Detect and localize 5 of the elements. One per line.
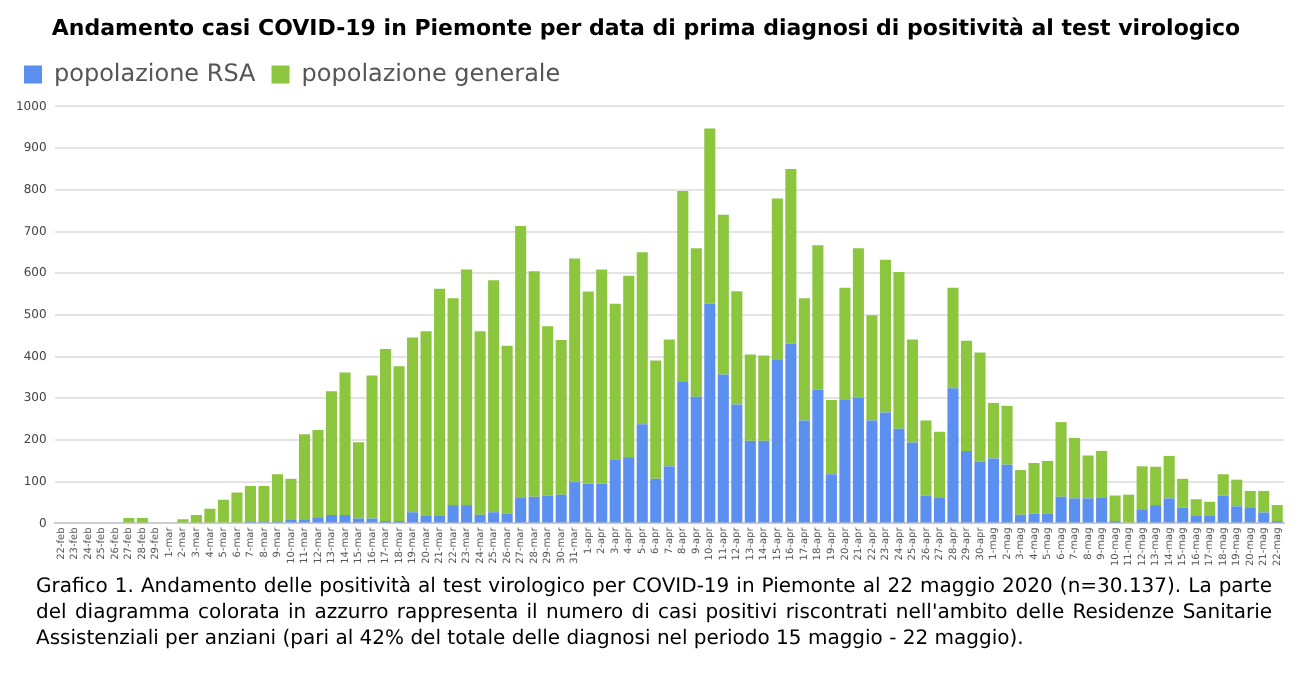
text: Grafico 1. Andamento delle positività al test virologico per COVID-19 in Piemonte al 22 maggio 2020 (n=30.137). La parte del diagramma colorata in azzurro rappresenta il numero di casi positivi riscontrati nell'ambito delle Residenze Sanitarie Assistenziali per anziani (pari al 42% del totale delle diagnosi nel periodo 15 maggio - 22 maggio).: [36, 574, 1272, 652]
bar: [825, 400, 837, 475]
chart-title: Andamento casi COVID-19 in Piemonte per data di prima diagnosi di positività al test virologico: [51, 14, 1242, 41]
legend-label: popolazione RSA: [54, 58, 258, 87]
legend-label: popolazione generale: [301, 58, 561, 87]
